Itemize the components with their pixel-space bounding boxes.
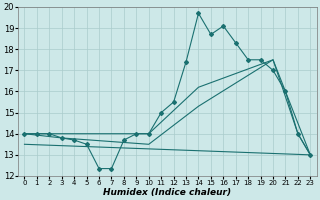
X-axis label: Humidex (Indice chaleur): Humidex (Indice chaleur): [103, 188, 231, 197]
